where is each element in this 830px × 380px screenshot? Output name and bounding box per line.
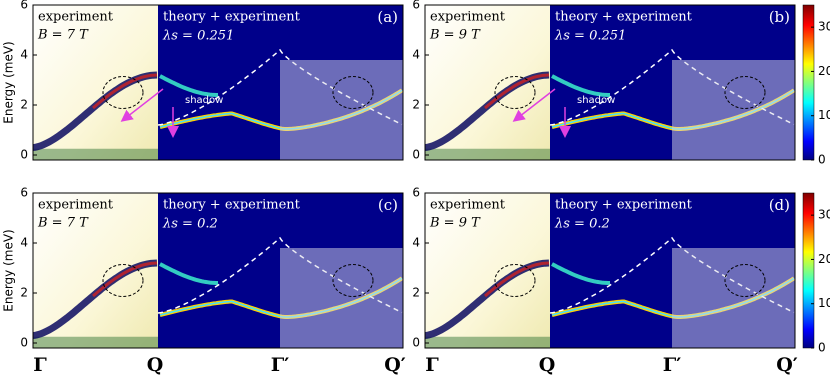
- x-tick-label: Γ′: [271, 354, 290, 376]
- colorbar-tick-label: 0: [818, 153, 826, 167]
- floor-band: [425, 148, 550, 160]
- colorbar-tick-label: 0: [818, 341, 826, 355]
- coupling-label: λs = 0.251: [162, 29, 234, 44]
- experiment-overlay: [280, 248, 403, 348]
- dashed-line: [157, 48, 403, 126]
- y-tick-label: 2: [20, 286, 28, 300]
- y-tick-label: 6: [20, 0, 28, 12]
- arrow: [120, 88, 164, 122]
- panel-label: (c): [378, 196, 398, 214]
- y-tick-label: 6: [20, 186, 28, 200]
- colorbar-tick-label: 30: [818, 20, 830, 34]
- right-title: theory + experiment: [555, 198, 693, 213]
- y-tick-label: 6: [412, 186, 420, 200]
- y-tick-label: 2: [412, 286, 420, 300]
- circle-right: [724, 264, 766, 297]
- colorbar-tick-label: 10: [818, 296, 830, 310]
- field-label: B = 9 T: [429, 216, 481, 231]
- annotation: shadow: [577, 95, 615, 106]
- y-tick-label: 4: [20, 48, 28, 62]
- x-tick-label: Q′: [776, 354, 798, 376]
- circle-right: [332, 264, 374, 297]
- theory-upper: [159, 74, 218, 97]
- arrow: [512, 88, 556, 122]
- circle-left: [102, 76, 144, 109]
- theory-upper: [159, 262, 218, 285]
- frame: [32, 192, 404, 349]
- y-axis-label: Energy (meV): [2, 41, 16, 123]
- coupling-label: λs = 0.2: [554, 217, 610, 232]
- panel-label: (b): [769, 8, 790, 26]
- annotation: shadow: [185, 95, 223, 106]
- y-tick-label: 0: [412, 336, 420, 350]
- experiment-band-hot: [92, 261, 158, 298]
- floor-band: [33, 148, 158, 160]
- dashed-line: [549, 48, 795, 126]
- dashed-line: [549, 236, 795, 314]
- theory-upper: [551, 262, 610, 285]
- experiment-band-hot: [92, 73, 158, 110]
- right-title: theory + experiment: [163, 198, 301, 213]
- y-tick-label: 2: [412, 98, 420, 112]
- experiment-band-hot: [484, 73, 550, 110]
- dashed-line: [157, 236, 403, 314]
- circle-left: [494, 264, 536, 297]
- left-title: experiment: [38, 198, 114, 213]
- colorbar-tick-label: 10: [818, 108, 830, 122]
- circle-right: [332, 76, 374, 109]
- experiment-overlay: [672, 248, 795, 348]
- y-tick-label: 0: [20, 336, 28, 350]
- experiment-band-hot: [484, 261, 550, 298]
- colorbar-tick-label: 20: [818, 252, 830, 266]
- theory-upper: [551, 74, 610, 97]
- left-title: experiment: [430, 198, 506, 213]
- colorbar-tick-label: 20: [818, 64, 830, 78]
- field-label: B = 9 T: [429, 28, 481, 43]
- left-title: experiment: [38, 10, 114, 25]
- colorbar-tick-label: 30: [818, 208, 830, 222]
- floor-band: [425, 336, 550, 348]
- coupling-label: λs = 0.2: [162, 217, 218, 232]
- colorbar: [802, 4, 815, 161]
- x-tick-label: Γ′: [663, 354, 682, 376]
- right-title: theory + experiment: [555, 10, 693, 25]
- panel-label: (d): [769, 196, 790, 214]
- x-tick-label: Q: [147, 354, 164, 376]
- x-tick-label: Q′: [384, 354, 406, 376]
- y-tick-label: 4: [412, 236, 420, 250]
- x-tick-label: Γ: [425, 354, 439, 376]
- field-label: B = 7 T: [37, 216, 89, 231]
- circle-left: [494, 76, 536, 109]
- left-title: experiment: [430, 10, 506, 25]
- x-tick-label: Γ: [33, 354, 47, 376]
- experiment-overlay: [280, 60, 403, 160]
- experiment-overlay: [672, 60, 795, 160]
- y-tick-label: 4: [412, 48, 420, 62]
- y-tick-label: 0: [20, 148, 28, 162]
- floor-band: [33, 336, 158, 348]
- panel-label: (a): [377, 8, 398, 26]
- y-tick-label: 4: [20, 236, 28, 250]
- y-tick-label: 6: [412, 0, 420, 12]
- y-axis-label: Energy (meV): [2, 229, 16, 311]
- colorbar: [802, 192, 815, 349]
- frame: [424, 192, 796, 349]
- x-tick-label: Q: [539, 354, 556, 376]
- coupling-label: λs = 0.251: [554, 29, 626, 44]
- frame: [32, 4, 404, 161]
- y-tick-label: 2: [20, 98, 28, 112]
- frame: [424, 4, 796, 161]
- y-tick-label: 0: [412, 148, 420, 162]
- circle-left: [102, 264, 144, 297]
- right-title: theory + experiment: [163, 10, 301, 25]
- field-label: B = 7 T: [37, 28, 89, 43]
- circle-right: [724, 76, 766, 109]
